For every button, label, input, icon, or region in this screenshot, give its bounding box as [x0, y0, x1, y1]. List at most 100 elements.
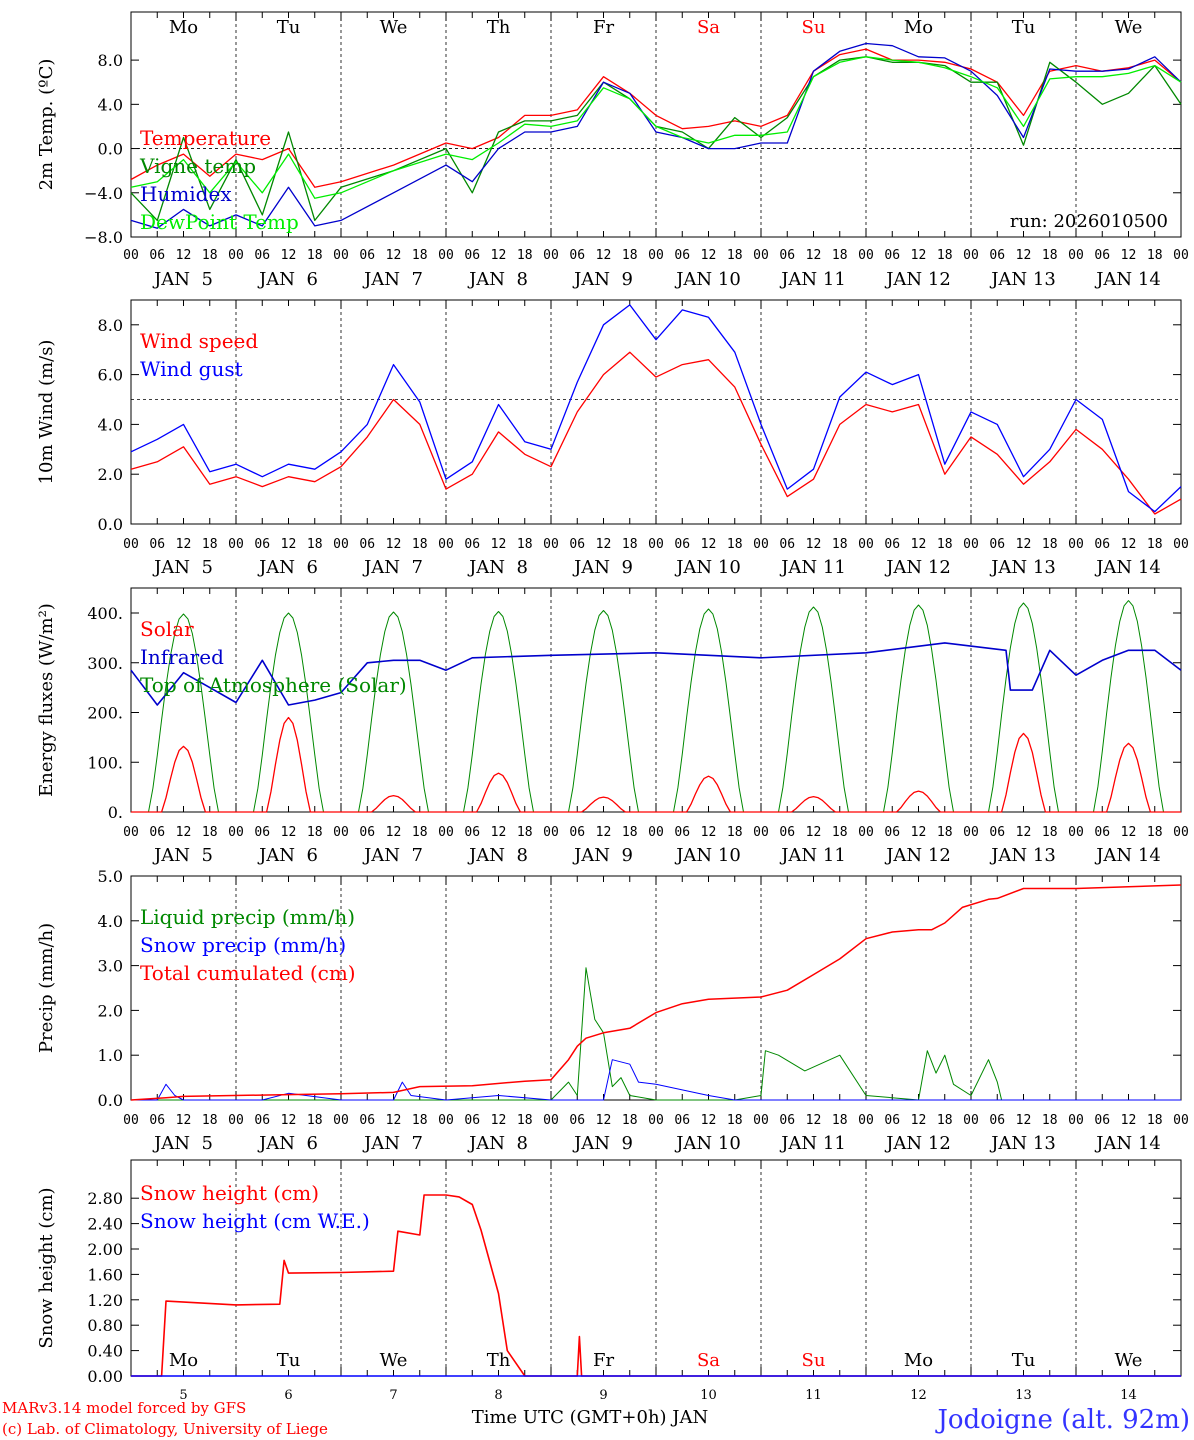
hour-label: 00: [1173, 537, 1189, 552]
day-label: JAN 11: [779, 845, 846, 866]
day-name: We: [380, 17, 408, 38]
hour-label: 12: [386, 537, 402, 552]
y-axis-title: Snow height (cm): [36, 1187, 57, 1348]
hour-label: 12: [911, 537, 927, 552]
day-label: JAN 9: [572, 1133, 633, 1154]
day-name-bottom: Tu: [277, 1350, 301, 1371]
hour-label: 00: [123, 1113, 139, 1128]
y-tick-label: 2.0: [98, 465, 123, 484]
day-label: JAN 8: [467, 557, 528, 578]
hour-label: 18: [307, 1113, 323, 1128]
day-label: JAN 13: [989, 1133, 1056, 1154]
y-tick-label: 8.0: [98, 316, 123, 335]
hour-label: 06: [779, 1113, 795, 1128]
day-number: 14: [1120, 1388, 1137, 1403]
hour-label: 12: [491, 537, 507, 552]
legend-entry: Wind speed: [140, 329, 258, 353]
day-name-bottom: Sa: [697, 1350, 720, 1371]
hour-label: 18: [202, 537, 218, 552]
hour-label: 12: [701, 248, 717, 263]
legend-entry: Total cumulated (cm): [140, 961, 356, 985]
hour-label: 18: [412, 537, 428, 552]
hour-label: 18: [1042, 248, 1058, 263]
day-label: JAN 6: [257, 557, 318, 578]
hour-label: 12: [701, 537, 717, 552]
hour-label: 06: [1094, 1113, 1110, 1128]
hour-label: 12: [281, 825, 297, 840]
hour-label: 18: [832, 248, 848, 263]
hour-label: 12: [596, 537, 612, 552]
hour-label: 00: [123, 537, 139, 552]
y-tick-label: 0.80: [87, 1316, 123, 1335]
y-tick-label: 0.00: [87, 1367, 123, 1386]
hour-label: 06: [464, 537, 480, 552]
day-label: JAN 7: [362, 1133, 423, 1154]
day-label: JAN 9: [572, 845, 633, 866]
y-tick-label: 0.40: [87, 1342, 123, 1361]
hour-label: 00: [648, 825, 664, 840]
day-name: Mo: [169, 17, 198, 38]
hour-label: 00: [753, 825, 769, 840]
hour-label: 00: [753, 248, 769, 263]
hour-label: 06: [359, 537, 375, 552]
hour-label: 06: [674, 825, 690, 840]
hour-label: 18: [412, 825, 428, 840]
run-annotation: run: 2026010500: [1010, 211, 1168, 232]
hour-label: 06: [989, 825, 1005, 840]
hour-label: 18: [1042, 825, 1058, 840]
hour-label: 18: [202, 1113, 218, 1128]
hour-label: 06: [779, 537, 795, 552]
day-label: JAN 9: [572, 269, 633, 290]
y-tick-label: 300.: [87, 654, 123, 673]
hour-label: 18: [1042, 1113, 1058, 1128]
hour-label: 12: [1016, 1113, 1032, 1128]
y-tick-label: 1.60: [87, 1265, 123, 1284]
hour-label: 06: [884, 537, 900, 552]
legend-entry: DewPoint Temp: [140, 210, 299, 234]
day-number: 12: [910, 1388, 927, 1403]
hour-label: 18: [412, 248, 428, 263]
hour-label: 00: [648, 537, 664, 552]
hour-label: 06: [1094, 248, 1110, 263]
hour-label: 12: [491, 248, 507, 263]
hour-label: 00: [438, 825, 454, 840]
hour-label: 06: [884, 248, 900, 263]
y-tick-label: −8.0: [84, 228, 123, 247]
hour-label: 18: [937, 825, 953, 840]
hour-label: 00: [228, 1113, 244, 1128]
day-label: JAN 11: [779, 557, 846, 578]
y-tick-label: 2.80: [87, 1189, 123, 1208]
day-label: JAN 5: [152, 269, 213, 290]
series-line-wind-speed: [130, 351, 1182, 515]
legend-entry: Top of Atmosphere (Solar): [140, 673, 407, 697]
day-label: JAN 12: [884, 557, 951, 578]
hour-label: 00: [1068, 1113, 1084, 1128]
hour-label: 06: [254, 825, 270, 840]
series-line-liquid-precip-mm-h-: [131, 967, 1181, 1101]
hour-label: 00: [858, 248, 874, 263]
hour-label: 06: [254, 537, 270, 552]
hour-label: 00: [228, 825, 244, 840]
series-line-temperature: [130, 48, 1182, 188]
y-tick-label: −4.0: [84, 184, 123, 203]
hour-label: 12: [806, 1113, 822, 1128]
hour-label: 12: [806, 248, 822, 263]
day-label: JAN 5: [152, 557, 213, 578]
day-label: JAN 7: [362, 269, 423, 290]
hour-label: 12: [1121, 825, 1137, 840]
day-label: JAN 5: [152, 1133, 213, 1154]
hour-label: 18: [202, 248, 218, 263]
hour-label: 00: [543, 537, 559, 552]
day-label: JAN 6: [257, 1133, 318, 1154]
day-label: JAN 6: [257, 269, 318, 290]
series-line-wind-gust: [130, 304, 1182, 513]
hour-label: 12: [1016, 825, 1032, 840]
hour-label: 06: [569, 248, 585, 263]
hour-label: 18: [1147, 825, 1163, 840]
hour-label: 06: [884, 1113, 900, 1128]
legend-entry: Liquid precip (mm/h): [140, 905, 355, 929]
y-tick-label: 2.40: [87, 1215, 123, 1234]
day-label: JAN 13: [989, 557, 1056, 578]
legend-entry: Wind gust: [140, 357, 243, 381]
day-label: JAN 5: [152, 845, 213, 866]
